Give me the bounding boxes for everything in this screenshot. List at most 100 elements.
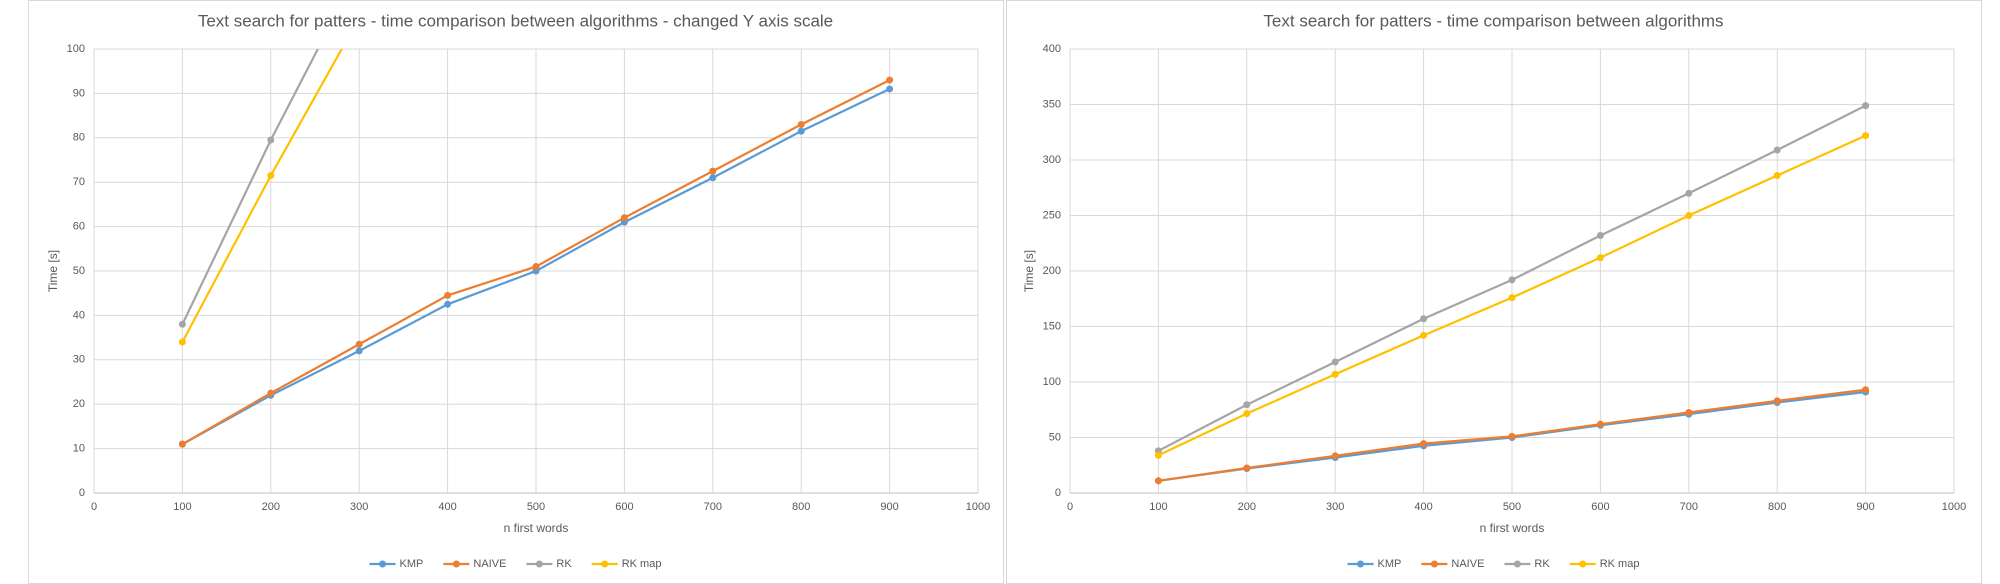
y-tick-label: 0 <box>1055 487 1061 499</box>
x-tick-label: 300 <box>350 501 368 513</box>
data-point <box>267 389 275 397</box>
y-tick-label: 100 <box>67 43 85 55</box>
x-tick-label: 100 <box>1149 501 1167 513</box>
x-tick-label: 800 <box>792 501 810 513</box>
y-tick-label: 200 <box>1043 265 1061 277</box>
x-tick-label: 600 <box>615 501 633 513</box>
legend-label: RK <box>1534 558 1550 570</box>
data-point <box>1331 452 1339 460</box>
x-tick-label: 0 <box>91 501 97 513</box>
x-tick-label: 1000 <box>1942 501 1966 513</box>
x-tick-label: 200 <box>262 501 280 513</box>
data-point <box>709 174 717 182</box>
x-tick-label: 300 <box>1326 501 1344 513</box>
y-tick-label: 20 <box>73 398 85 410</box>
data-point <box>1508 294 1516 302</box>
data-point <box>886 76 894 84</box>
data-point <box>1685 189 1693 197</box>
panel <box>1006 0 1982 584</box>
x-tick-label: 500 <box>1503 501 1521 513</box>
x-tick-label: 500 <box>527 501 545 513</box>
data-point <box>1773 397 1781 405</box>
y-tick-label: 400 <box>1043 43 1061 55</box>
y-tick-label: 40 <box>73 309 85 321</box>
y-tick-label: 0 <box>79 487 85 499</box>
data-point <box>355 340 363 348</box>
y-tick-label: 30 <box>73 354 85 366</box>
plot <box>1154 102 1870 485</box>
x-tick-label: 700 <box>1680 501 1698 513</box>
x-tick-label: 700 <box>704 501 722 513</box>
y-tick-label: 150 <box>1043 320 1061 332</box>
data-point <box>1862 386 1870 394</box>
series-line <box>181 49 320 325</box>
data-point <box>1331 370 1339 378</box>
y-axis-title: Time [s] <box>46 250 60 292</box>
x-tick-label: 400 <box>438 501 456 513</box>
data-point <box>1154 477 1162 485</box>
chart-title: Text search for patters - time compariso… <box>1263 11 1723 30</box>
data-point <box>797 127 805 135</box>
legend-marker <box>1579 560 1587 568</box>
panel <box>28 0 1004 584</box>
data-point <box>532 263 540 271</box>
data-point <box>1596 420 1604 428</box>
data-point <box>1773 172 1781 180</box>
x-tick-label: 0 <box>1067 501 1073 513</box>
legend-label: RK <box>556 558 572 570</box>
data-point <box>1420 331 1428 339</box>
legend-label: RK map <box>1600 558 1640 570</box>
y-tick-label: 10 <box>73 443 85 455</box>
y-tick-label: 90 <box>73 87 85 99</box>
data-point <box>1596 254 1604 262</box>
x-tick-label: 400 <box>1414 501 1432 513</box>
data-point <box>1243 401 1251 409</box>
legend-marker <box>1357 560 1365 568</box>
data-point <box>1685 409 1693 417</box>
data-point <box>1508 276 1516 284</box>
y-tick-label: 50 <box>1049 431 1061 443</box>
data-point <box>1420 440 1428 448</box>
x-tick-label: 800 <box>1768 501 1786 513</box>
data-point <box>444 300 452 308</box>
y-tick-label: 80 <box>73 132 85 144</box>
y-axis-title: Time [s] <box>1022 250 1036 292</box>
x-tick-label: 100 <box>173 501 191 513</box>
legend-marker <box>535 560 543 568</box>
data-point <box>267 136 275 144</box>
data-point <box>1331 358 1339 366</box>
data-point <box>1685 212 1693 219</box>
legend-marker <box>1430 560 1438 568</box>
data-point <box>1862 132 1870 140</box>
legend-label: KMP <box>1378 558 1402 570</box>
legend-label: KMP <box>400 558 424 570</box>
data-point <box>1154 451 1162 459</box>
x-tick-label: 1000 <box>966 501 990 513</box>
data-point <box>709 167 717 175</box>
y-tick-label: 60 <box>73 221 85 233</box>
data-point <box>886 85 894 93</box>
legend: KMP NAIVE RK RK map <box>1347 558 1640 570</box>
legend-marker <box>601 560 609 568</box>
y-tick-label: 50 <box>73 265 85 277</box>
legend-marker <box>1513 560 1521 568</box>
chart-title: Text search for patters - time compariso… <box>198 11 833 30</box>
x-axis-title: n first words <box>1480 521 1545 535</box>
data-point <box>355 347 363 355</box>
x-tick-label: 900 <box>880 501 898 513</box>
y-tick-label: 70 <box>73 176 85 188</box>
legend-label: NAIVE <box>473 558 506 570</box>
series-line <box>181 49 344 343</box>
y-tick-label: 250 <box>1043 209 1061 221</box>
x-tick-label: 200 <box>1238 501 1256 513</box>
legend-label: NAIVE <box>1451 558 1484 570</box>
x-tick-label: 600 <box>1591 501 1609 513</box>
data-point <box>620 214 628 222</box>
y-tick-label: 350 <box>1043 98 1061 110</box>
data-point <box>1420 315 1428 323</box>
data-point <box>444 291 452 299</box>
data-point <box>267 172 275 180</box>
plot <box>178 49 894 448</box>
